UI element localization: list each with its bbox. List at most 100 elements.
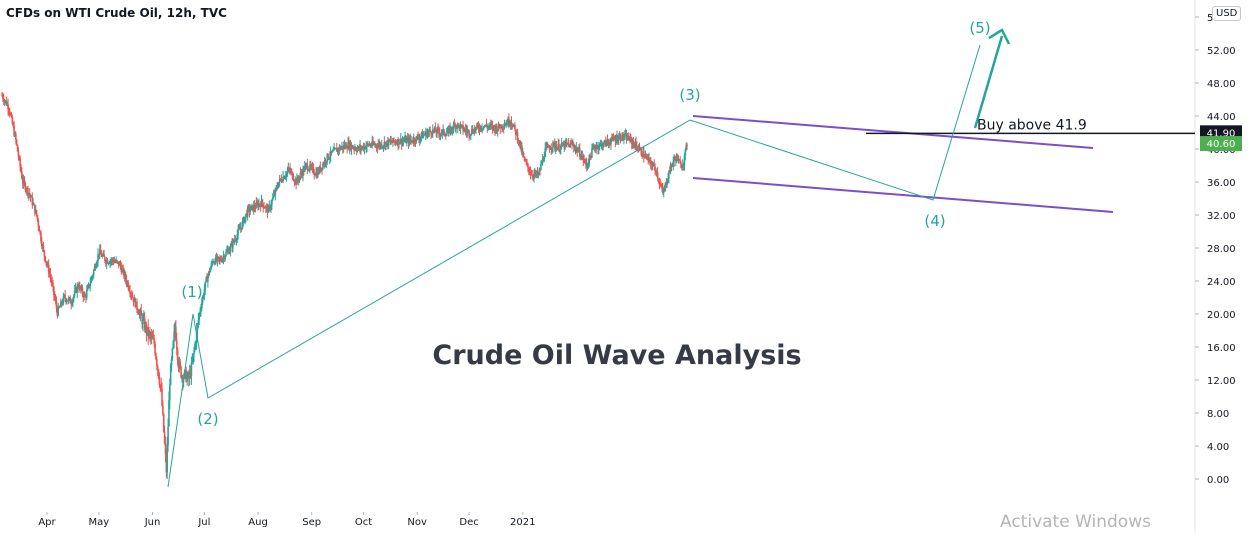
candle-down xyxy=(679,160,681,164)
candle-down xyxy=(140,310,143,316)
candle-down xyxy=(37,219,40,227)
candle-up xyxy=(547,145,549,147)
candle-up xyxy=(83,294,85,298)
candle-up xyxy=(197,320,200,325)
candle-up xyxy=(623,137,625,139)
candle-up xyxy=(578,148,580,151)
candle-down xyxy=(653,163,656,167)
candle-down xyxy=(576,147,579,153)
candle-up xyxy=(142,318,144,325)
candle-down xyxy=(220,259,222,261)
candle-up xyxy=(166,445,169,473)
candle-up xyxy=(126,282,129,284)
candle-down xyxy=(33,203,35,205)
candle-up xyxy=(605,140,608,146)
candle-down xyxy=(314,174,316,176)
candle-down xyxy=(657,178,660,181)
y-tick-label: 52.00 xyxy=(1207,46,1236,57)
candle-up xyxy=(370,145,373,147)
candle-down xyxy=(18,156,21,158)
candle-down xyxy=(358,146,361,150)
x-tick-label: Oct xyxy=(355,517,372,528)
candle-down xyxy=(391,142,393,144)
candle-down xyxy=(5,100,8,106)
candle-up xyxy=(347,142,349,149)
candle-down xyxy=(643,157,646,159)
candle-down xyxy=(265,206,268,208)
candle-down xyxy=(38,226,40,232)
candle-down xyxy=(614,139,617,142)
candle-down xyxy=(636,145,638,150)
candle-down xyxy=(276,187,278,189)
candle-down xyxy=(511,124,514,127)
candle-down xyxy=(658,180,661,185)
candle-down xyxy=(330,150,333,153)
candle-down xyxy=(477,126,480,130)
candle-down xyxy=(462,125,464,131)
candle-down xyxy=(188,373,190,380)
candle-down xyxy=(25,190,28,192)
candle-down xyxy=(266,206,269,213)
candle-up xyxy=(246,207,249,217)
candle-up xyxy=(251,205,253,207)
candle-down xyxy=(273,194,276,196)
candle-up xyxy=(193,350,195,355)
currency-button[interactable]: USD xyxy=(1212,6,1242,21)
candle-down xyxy=(311,166,314,168)
candle-down xyxy=(649,160,652,165)
candle-up xyxy=(73,290,76,296)
candle-up xyxy=(361,146,364,148)
candle-up xyxy=(167,426,169,446)
candle-up xyxy=(419,136,422,139)
candle-down xyxy=(58,306,60,308)
candle-up xyxy=(60,301,62,307)
candle-down xyxy=(1,95,3,97)
candle-down xyxy=(558,143,560,151)
candle-up xyxy=(133,298,136,302)
candle-up xyxy=(466,130,469,133)
last-price-badge xyxy=(1200,136,1242,152)
candle-down xyxy=(668,171,671,173)
candle-up xyxy=(410,140,412,142)
chart-symbol-title: CFDs on WTI Crude Oil, 12h, TVC xyxy=(6,6,227,20)
candle-down xyxy=(177,359,180,368)
candle-down xyxy=(31,196,34,205)
candle-down xyxy=(374,144,376,146)
candle-up xyxy=(328,158,330,160)
candle-down xyxy=(345,144,348,149)
candle-up xyxy=(211,262,213,264)
candle-up xyxy=(26,187,28,191)
candle-up xyxy=(399,142,401,145)
candle-up xyxy=(143,318,145,320)
candle-down xyxy=(239,228,241,230)
candle-up xyxy=(447,129,450,133)
candle-up xyxy=(664,182,667,187)
candle-up xyxy=(316,170,319,178)
candle-up xyxy=(305,163,308,165)
candle-up xyxy=(482,128,484,130)
candle-up xyxy=(284,177,286,179)
x-tick-label: 2021 xyxy=(510,517,535,528)
candle-down xyxy=(54,298,57,302)
candle-up xyxy=(89,283,92,287)
candle-up xyxy=(552,141,554,148)
candle-up xyxy=(226,251,228,253)
wave-5-arrow-shaft xyxy=(973,35,1004,129)
candle-down xyxy=(567,143,570,145)
candle-up xyxy=(282,176,284,182)
candle-down xyxy=(355,150,358,152)
candle-down xyxy=(247,207,250,209)
candle-down xyxy=(498,124,501,128)
y-tick-label: 16.00 xyxy=(1207,343,1236,354)
candle-up xyxy=(551,147,553,149)
candle-up xyxy=(6,104,8,106)
candle-down xyxy=(409,138,412,141)
candle-down xyxy=(640,148,643,155)
candle-down xyxy=(85,296,87,298)
candle-down xyxy=(36,215,39,220)
candle-down xyxy=(367,143,369,145)
candle-down xyxy=(162,405,164,414)
candle-up xyxy=(359,145,361,150)
candle-up xyxy=(598,147,600,150)
